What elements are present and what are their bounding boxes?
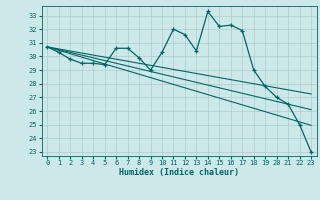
- X-axis label: Humidex (Indice chaleur): Humidex (Indice chaleur): [119, 168, 239, 177]
